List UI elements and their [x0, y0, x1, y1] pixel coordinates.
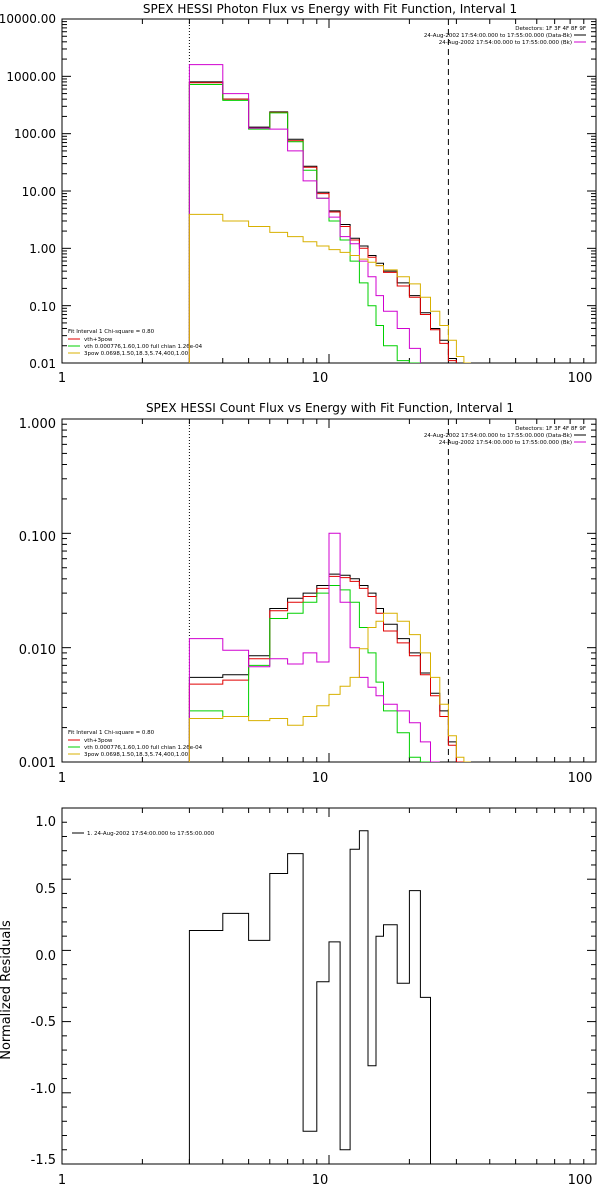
series-line-3 — [188, 585, 431, 762]
bk-line: 24-Aug-2002 17:54:00.000 to 17:55:00.000… — [439, 440, 572, 446]
series-line-5 — [188, 213, 471, 363]
series-line-1 — [188, 573, 464, 762]
y-tick-labels: 10000.00 1000.00 100.00 10.00 1.00 0.10 … — [0, 12, 56, 371]
residuals-chart: Normalized Residuals 1.0 0.5 0.0 -0.5 -1… — [0, 807, 597, 1188]
x-tick-label: 1 — [58, 1173, 66, 1188]
y-tick-label: -0.5 — [31, 1015, 56, 1030]
x-tick-label: 100 — [568, 371, 593, 386]
series-line-1 — [188, 81, 457, 363]
plot-frame — [61, 807, 597, 1165]
x-tick-label: 10 — [312, 771, 329, 786]
x-tick-label: 10 — [312, 371, 329, 386]
fit-line: vth 0.000776,1.60,1.00 full chian 1.26e-… — [84, 745, 203, 751]
y-tick-label: 0.0 — [35, 949, 56, 964]
x-tick-label: 100 — [568, 1173, 593, 1188]
count-flux-chart: SPEX HESSI Count Flux vs Energy with Fit… — [19, 401, 597, 786]
y-tick-label: 0.01 — [29, 357, 56, 371]
legend-label: 1. 24-Aug-2002 17:54:00.000 to 17:55:00.… — [87, 831, 215, 837]
series-line-3 — [188, 84, 421, 363]
y-tick-label: 0.001 — [19, 756, 56, 771]
x-tick-label: 1 — [58, 771, 66, 786]
y-tick-label: 0.100 — [19, 530, 56, 545]
series-line-2 — [188, 82, 457, 363]
header-annotation: Detectors: 1F 3F 4F 8F 9F 24-Aug-2002 17… — [424, 426, 586, 446]
y-tick-label: 1.000 — [19, 417, 56, 432]
plot-frame — [61, 18, 597, 364]
y-tick-label: 0.5 — [35, 882, 56, 897]
fit-header: Fit Interval 1 Chi-square = 0.80 — [68, 730, 155, 736]
y-axis-label: Normalized Residuals — [0, 920, 14, 1060]
series-line-4 — [188, 532, 440, 762]
fit-line: 3pow 0.0698,1.50,18.3,5.74,400,1.00 — [84, 351, 189, 357]
series-line-5 — [188, 612, 471, 762]
fit-line: vth+3pow — [84, 337, 113, 343]
chart-marks — [61, 18, 596, 1165]
x-tick-label: 100 — [568, 771, 593, 786]
y-tick-label: 0.10 — [29, 300, 56, 314]
y-tick-label: 1.00 — [29, 242, 56, 256]
data-bk-line: 24-Aug-2002 17:54:00.000 to 17:55:00.000… — [424, 33, 572, 39]
chart-title: SPEX HESSI Photon Flux vs Energy with Fi… — [143, 2, 517, 16]
data-bk-line: 24-Aug-2002 17:54:00.000 to 17:55:00.000… — [424, 433, 572, 439]
y-tick-labels: 1.0 0.5 0.0 -0.5 -1.0 -1.5 — [31, 815, 56, 1168]
detectors-line: Detectors: 1F 3F 4F 8F 9F — [515, 426, 586, 432]
y-tick-label: -1.0 — [31, 1082, 56, 1097]
y-tick-label: 1.0 — [35, 815, 56, 830]
series-line-4 — [188, 64, 421, 363]
y-tick-label: -1.5 — [31, 1153, 56, 1168]
fit-line: vth+3pow — [84, 738, 113, 744]
header-annotation: Detectors: 1F 3F 4F 8F 9F 24-Aug-2002 17… — [424, 26, 586, 46]
y-tick-label: 10.00 — [22, 185, 56, 199]
detectors-line: Detectors: 1F 3F 4F 8F 9F — [515, 26, 586, 32]
series-line-1 — [188, 830, 449, 1164]
y-tick-label: 100.00 — [14, 127, 56, 141]
x-tick-labels: 1 10 100 — [58, 371, 593, 386]
series-line-2 — [188, 575, 464, 762]
x-tick-label: 1 — [58, 371, 66, 386]
fit-legend: Fit Interval 1 Chi-square = 0.80 vth+3po… — [68, 730, 203, 758]
fit-legend: Fit Interval 1 Chi-square = 0.80 vth+3po… — [68, 329, 203, 357]
y-tick-labels: 1.000 0.100 0.010 0.001 — [19, 417, 56, 771]
x-tick-label: 10 — [312, 1173, 329, 1188]
fit-line: 3pow 0.0698,1.50,18.3,5.74,400,1.00 — [84, 752, 189, 758]
fit-header: Fit Interval 1 Chi-square = 0.80 — [68, 329, 155, 335]
y-tick-label: 1000.00 — [6, 70, 56, 84]
bk-line: 24-Aug-2002 17:54:00.000 to 17:55:00.000… — [439, 40, 572, 46]
chart-title: SPEX HESSI Count Flux vs Energy with Fit… — [146, 401, 514, 415]
x-tick-labels: 1 10 100 — [58, 1173, 593, 1188]
fit-line: vth 0.000776,1.60,1.00 full chian 1.26e-… — [84, 344, 203, 350]
photon-flux-chart: SPEX HESSI Photon Flux vs Energy with Fi… — [0, 2, 597, 386]
x-tick-labels: 1 10 100 — [58, 771, 593, 786]
y-tick-label: 0.010 — [19, 643, 56, 658]
y-tick-label: 10000.00 — [0, 12, 56, 26]
